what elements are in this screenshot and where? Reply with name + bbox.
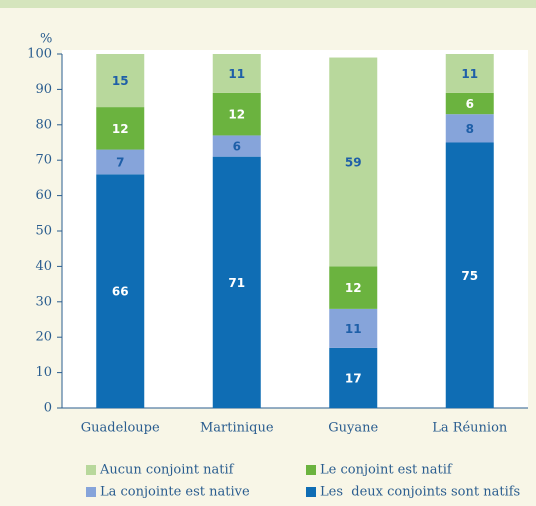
bar-segment [212, 156, 261, 408]
bar-segment [96, 174, 145, 408]
legend-label: Les deux conjoints sont natifs [320, 485, 520, 500]
legend-swatch [86, 465, 96, 475]
data-label: 11 [228, 67, 245, 81]
y-tick-label: 90 [35, 82, 52, 97]
bar-segment [96, 54, 145, 108]
bar-segment [329, 266, 378, 309]
data-label: 11 [345, 322, 362, 336]
bar-segment [96, 149, 145, 175]
data-label: 6 [233, 140, 241, 154]
legend-label: Aucun conjoint natif [99, 463, 235, 478]
data-label: 59 [345, 155, 362, 169]
y-tick-label: 100 [27, 47, 52, 62]
bar-segment [329, 308, 378, 348]
y-tick-label: 20 [35, 330, 52, 345]
data-label: 7 [116, 155, 124, 169]
data-label: 12 [228, 108, 245, 122]
legend-swatch [86, 487, 96, 497]
title-band [0, 0, 536, 8]
bar-segment [212, 135, 261, 157]
data-label: 71 [228, 276, 245, 290]
data-label: 12 [345, 281, 362, 295]
legend-label: Le conjoint est natif [320, 463, 453, 478]
bar-segment [445, 92, 494, 115]
data-label: 66 [112, 285, 129, 299]
y-tick-label: 50 [35, 224, 52, 239]
legend-swatch [306, 465, 316, 475]
y-tick-label: 40 [35, 259, 52, 274]
x-tick-label: La Réunion [432, 421, 508, 436]
bar-segment [329, 57, 378, 267]
y-tick-label: 60 [35, 188, 52, 203]
x-tick-label: Guyane [328, 421, 378, 436]
legend-label: La conjointe est native [100, 485, 250, 500]
bar-segment [445, 54, 494, 93]
y-tick-label: 80 [35, 117, 52, 132]
data-label: 15 [112, 74, 129, 88]
bar-segment [445, 114, 494, 143]
data-label: 11 [461, 67, 478, 81]
bar-segment [445, 142, 494, 408]
bar-segment [329, 347, 378, 408]
y-tick-label: 30 [35, 294, 52, 309]
y-tick-label: 10 [35, 365, 52, 380]
data-label: 6 [466, 97, 474, 111]
legend-swatch [306, 487, 316, 497]
data-label: 17 [345, 371, 362, 385]
data-label: 8 [466, 122, 474, 136]
bar-segment [212, 92, 261, 136]
bar-segment [212, 54, 261, 93]
bar-segment [96, 107, 145, 150]
y-tick-label: 0 [44, 401, 52, 416]
data-label: 12 [112, 122, 129, 136]
y-tick-label: 70 [35, 153, 52, 168]
y-unit: % [40, 32, 52, 47]
data-label: 75 [461, 269, 478, 283]
x-tick-label: Martinique [200, 421, 274, 436]
x-tick-label: Guadeloupe [81, 421, 160, 436]
